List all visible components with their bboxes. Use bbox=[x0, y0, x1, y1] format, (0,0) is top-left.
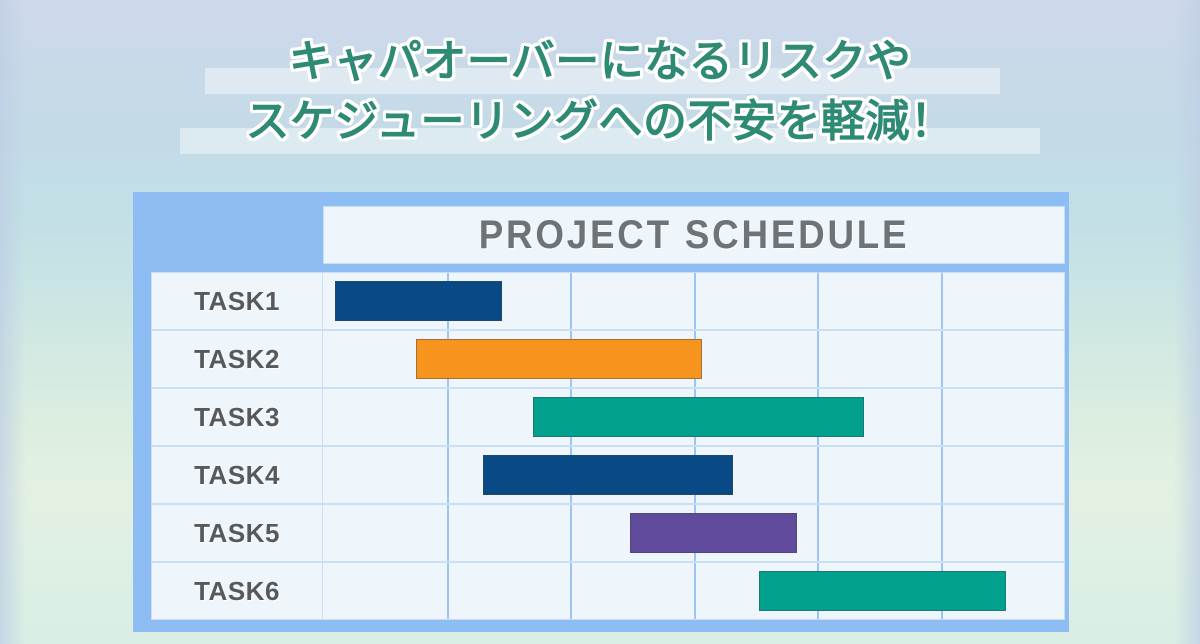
title-highlight-band-1 bbox=[205, 68, 1000, 94]
gantt-column-divider bbox=[570, 505, 572, 561]
gantt-timeline-track bbox=[323, 504, 1065, 562]
gantt-row: TASK3 bbox=[151, 388, 1065, 446]
gantt-task-label: TASK2 bbox=[194, 343, 280, 374]
gantt-task-label: TASK6 bbox=[194, 575, 280, 606]
gantt-timeline-track bbox=[323, 562, 1065, 620]
gantt-bar[interactable] bbox=[629, 513, 798, 553]
gantt-column-divider bbox=[817, 273, 819, 329]
gantt-task-label-cell: TASK3 bbox=[151, 388, 323, 446]
gantt-column-divider bbox=[446, 505, 449, 561]
gantt-column-divider bbox=[817, 505, 819, 561]
gantt-header: PROJECT SCHEDULE bbox=[323, 206, 1065, 264]
gantt-task-label: TASK3 bbox=[194, 401, 280, 432]
headline-line-1: キャパオーバーになるリスクや bbox=[288, 37, 912, 86]
title-highlight-band-2 bbox=[180, 128, 1040, 154]
gantt-row: TASK4 bbox=[151, 446, 1065, 504]
gantt-column-divider bbox=[693, 273, 696, 329]
gantt-row: TASK6 bbox=[151, 562, 1065, 620]
gantt-column-divider bbox=[940, 447, 943, 503]
gantt-row-list: TASK1 TASK2 TASK3 TASK4 TASK5 TASK6 bbox=[151, 272, 1065, 620]
gantt-row: TASK5 bbox=[151, 504, 1065, 562]
gantt-bar[interactable] bbox=[415, 339, 703, 379]
gantt-timeline-track bbox=[323, 330, 1065, 388]
gantt-bar[interactable] bbox=[532, 397, 864, 437]
gantt-column-divider bbox=[570, 563, 572, 619]
gantt-task-label-cell: TASK2 bbox=[151, 330, 323, 388]
gantt-column-divider bbox=[446, 447, 449, 503]
gantt-task-label: TASK4 bbox=[194, 459, 280, 490]
gantt-bar[interactable] bbox=[759, 571, 1007, 611]
gantt-timeline-track bbox=[323, 272, 1065, 330]
headline: キャパオーバーになるリスクや スケジューリングへの不安を軽減！ bbox=[0, 34, 1200, 154]
gantt-task-label-cell: TASK5 bbox=[151, 504, 323, 562]
gantt-bar[interactable] bbox=[334, 281, 503, 321]
gantt-task-label: TASK1 bbox=[194, 285, 280, 316]
gantt-timeline-track bbox=[323, 446, 1065, 504]
gantt-column-divider bbox=[693, 563, 696, 619]
gantt-column-divider bbox=[940, 389, 943, 445]
gantt-chart: PROJECT SCHEDULE TASK1 TASK2 TASK3 TASK4 TAS… bbox=[133, 192, 1069, 632]
gantt-task-label-cell: TASK6 bbox=[151, 562, 323, 620]
gantt-bar[interactable] bbox=[483, 455, 733, 495]
gantt-task-label-cell: TASK4 bbox=[151, 446, 323, 504]
gantt-column-divider bbox=[570, 273, 572, 329]
gantt-column-divider bbox=[817, 447, 819, 503]
gantt-column-divider bbox=[446, 563, 449, 619]
gantt-timeline-track bbox=[323, 388, 1065, 446]
headline-line-2: スケジューリングへの不安を軽減！ bbox=[245, 97, 955, 146]
gantt-task-label-cell: TASK1 bbox=[151, 272, 323, 330]
gantt-row: TASK1 bbox=[151, 272, 1065, 330]
gantt-title: PROJECT SCHEDULE bbox=[478, 212, 910, 257]
gantt-column-divider bbox=[446, 389, 449, 445]
gantt-row: TASK2 bbox=[151, 330, 1065, 388]
gantt-column-divider bbox=[940, 273, 943, 329]
gantt-task-label: TASK5 bbox=[194, 517, 280, 548]
gantt-column-divider bbox=[940, 331, 943, 387]
gantt-column-divider bbox=[940, 505, 943, 561]
gantt-column-divider bbox=[817, 331, 819, 387]
